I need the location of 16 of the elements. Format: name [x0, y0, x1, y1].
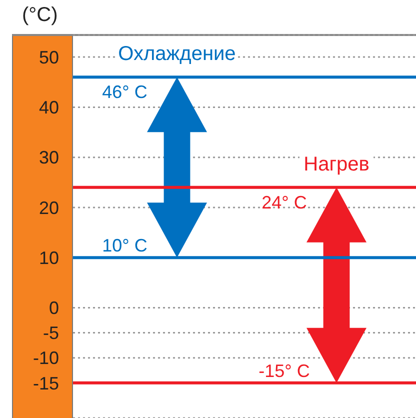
x-tick-label: Нагрев	[304, 153, 370, 176]
ref-line-label: 46° C	[102, 82, 148, 102]
ref-line-label: 24° C	[262, 192, 307, 212]
y-tick-label: -5	[42, 323, 59, 344]
y-tick-label: 40	[38, 98, 59, 118]
ref-line-label: -15° C	[258, 360, 310, 381]
x-tick-label: Охлаждение	[118, 43, 236, 66]
y-tick-label: -15	[32, 373, 59, 394]
y-tick-label: 30	[38, 148, 59, 168]
y-tick-label: 10	[38, 248, 59, 268]
y-tick-label: 0	[48, 298, 59, 318]
y-tick-label: 50	[38, 47, 59, 68]
y-tick-label: 20	[38, 198, 59, 218]
y-tick-label: -10	[32, 348, 59, 368]
ref-line-label: 10° C	[102, 236, 148, 256]
y-axis-title: (°C)	[22, 4, 58, 27]
